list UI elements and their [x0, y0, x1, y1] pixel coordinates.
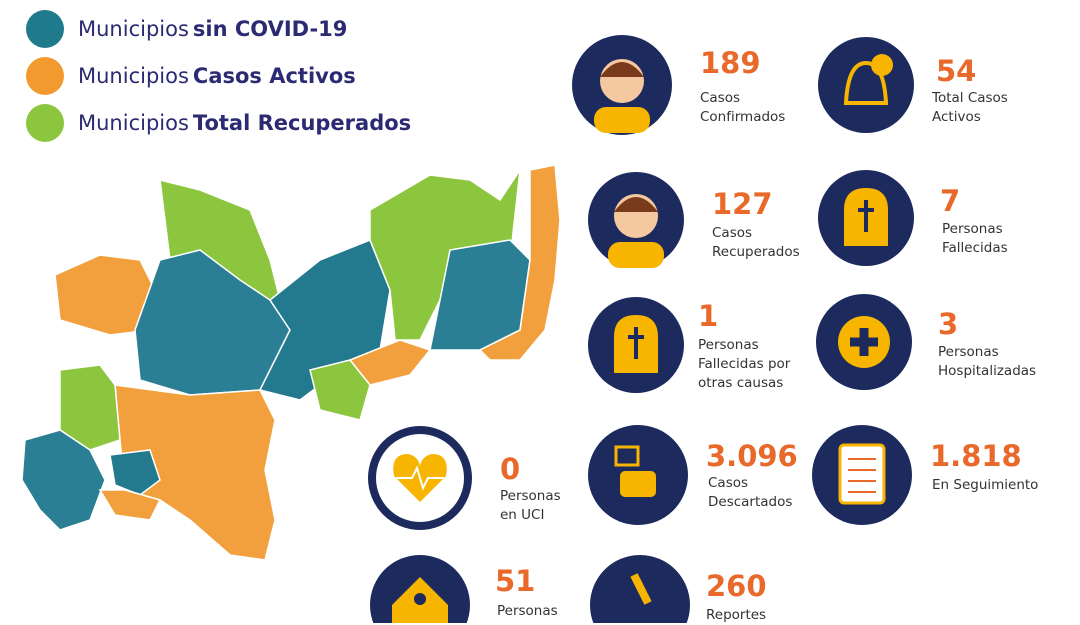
stat-number: 1: [698, 299, 719, 333]
stat-icon: [818, 170, 914, 266]
legend-dot: [26, 104, 64, 142]
stat-label-line: Hospitalizadas: [938, 363, 1037, 379]
stat-icon: [588, 425, 688, 525]
stat-label-line: Casos: [712, 225, 753, 241]
icon-part: [414, 593, 426, 605]
legend-text: Municipios Total Recuperados: [78, 111, 411, 135]
legend-item: Municipios sin COVID-19: [26, 9, 347, 49]
stat-label-line: Personas: [698, 337, 759, 353]
legend-dot: [26, 10, 64, 48]
stat-label-line: otras causas: [698, 375, 784, 391]
stat-label: Casos Descartados: [708, 474, 792, 512]
stat-label-line: Total Casos: [932, 90, 1008, 106]
stat-icon: [370, 555, 470, 623]
stat-label-line: Casos: [700, 90, 741, 106]
icon-part: [396, 465, 444, 491]
stat-label-line: Personas: [938, 344, 999, 360]
stat-label-line: En Seguimiento: [932, 477, 1039, 493]
stat-icon: [368, 426, 472, 530]
stat-number: 260: [706, 569, 767, 603]
stat-number: 3.096: [706, 439, 798, 473]
stat-label-line: Confirmados: [700, 109, 786, 125]
stat-label: Casos Recuperados: [712, 224, 800, 262]
stat-label: Personas: [497, 602, 558, 621]
stat-number: 3: [938, 307, 959, 341]
stat-icon: [812, 425, 912, 525]
icon-part: [838, 443, 886, 505]
icon-part: [620, 471, 656, 497]
stat-label-line: Reportes: [706, 607, 767, 623]
icon-part: [608, 242, 664, 268]
legend-item: Municipios Total Recuperados: [26, 103, 411, 143]
legend-prefix: Municipios: [78, 17, 189, 41]
legend-bold: Total Recuperados: [192, 111, 412, 135]
region-teal: [109, 449, 161, 496]
legend-bold: Casos Activos: [192, 64, 356, 88]
icon-circle: [818, 37, 914, 133]
icon-part: [843, 60, 889, 105]
icon-part: [628, 327, 644, 359]
region-green: [309, 359, 371, 421]
legend-prefix: Municipios: [78, 64, 189, 88]
stat-label: En Seguimiento: [932, 476, 1038, 495]
stat-label-line: Personas: [942, 221, 1003, 237]
legend-text: Municipios Casos Activos: [78, 64, 356, 88]
stat-label-line: Descartados: [708, 494, 793, 510]
stat-number: 0: [500, 452, 521, 486]
region-teal: [21, 429, 106, 531]
icon-part: [600, 62, 644, 77]
icon-part: [614, 197, 658, 212]
stat-label: Personas en UCI: [500, 487, 561, 525]
stat-label-line: en UCI: [500, 507, 545, 523]
icon-part: [622, 573, 658, 623]
stat-label-line: Personas: [497, 603, 558, 619]
legend-bold: sin COVID-19: [192, 17, 348, 41]
stat-icon: [818, 37, 914, 133]
stat-icon: [588, 172, 684, 268]
stat-icon: [572, 35, 672, 135]
icon-part: [614, 445, 640, 467]
stat-number: 7: [940, 184, 961, 218]
stat-number: 189: [700, 46, 761, 80]
stat-label: Personas Hospitalizadas: [938, 343, 1036, 381]
map: [21, 164, 561, 561]
stat-label-line: Recuperados: [712, 244, 800, 260]
stat-number: 54: [936, 54, 977, 88]
region-orange: [98, 489, 162, 521]
stat-label: Reportes: [706, 606, 766, 625]
stat-label-line: Fallecidas: [942, 240, 1008, 256]
stat-label: Total Casos Activos: [932, 89, 1008, 127]
stat-icon: [588, 297, 684, 393]
icon-part: [594, 107, 650, 133]
stat-icon: [590, 555, 690, 623]
stat-icon: [816, 294, 912, 390]
legend-item: Municipios Casos Activos: [26, 56, 356, 96]
stat-label-line: Personas: [500, 488, 561, 504]
stat-label: Casos Confirmados: [700, 89, 785, 127]
stat-label-line: Casos: [708, 475, 749, 491]
region-orange: [478, 164, 561, 361]
stat-number: 51: [495, 564, 536, 598]
legend-dot: [26, 57, 64, 95]
icon-part: [858, 200, 874, 232]
stat-number: 127: [712, 187, 773, 221]
legend-prefix: Municipios: [78, 111, 189, 135]
icon-part: [850, 328, 878, 356]
stat-label: Personas Fallecidas: [942, 220, 1008, 258]
stat-number: 1.818: [930, 439, 1022, 473]
stat-label-line: Activos: [932, 109, 981, 125]
stat-label: Personas Fallecidas por otras causas: [698, 336, 790, 393]
stat-label-line: Fallecidas por: [698, 356, 791, 372]
legend-text: Municipios sin COVID-19: [78, 17, 347, 41]
icon-part: [871, 54, 893, 76]
